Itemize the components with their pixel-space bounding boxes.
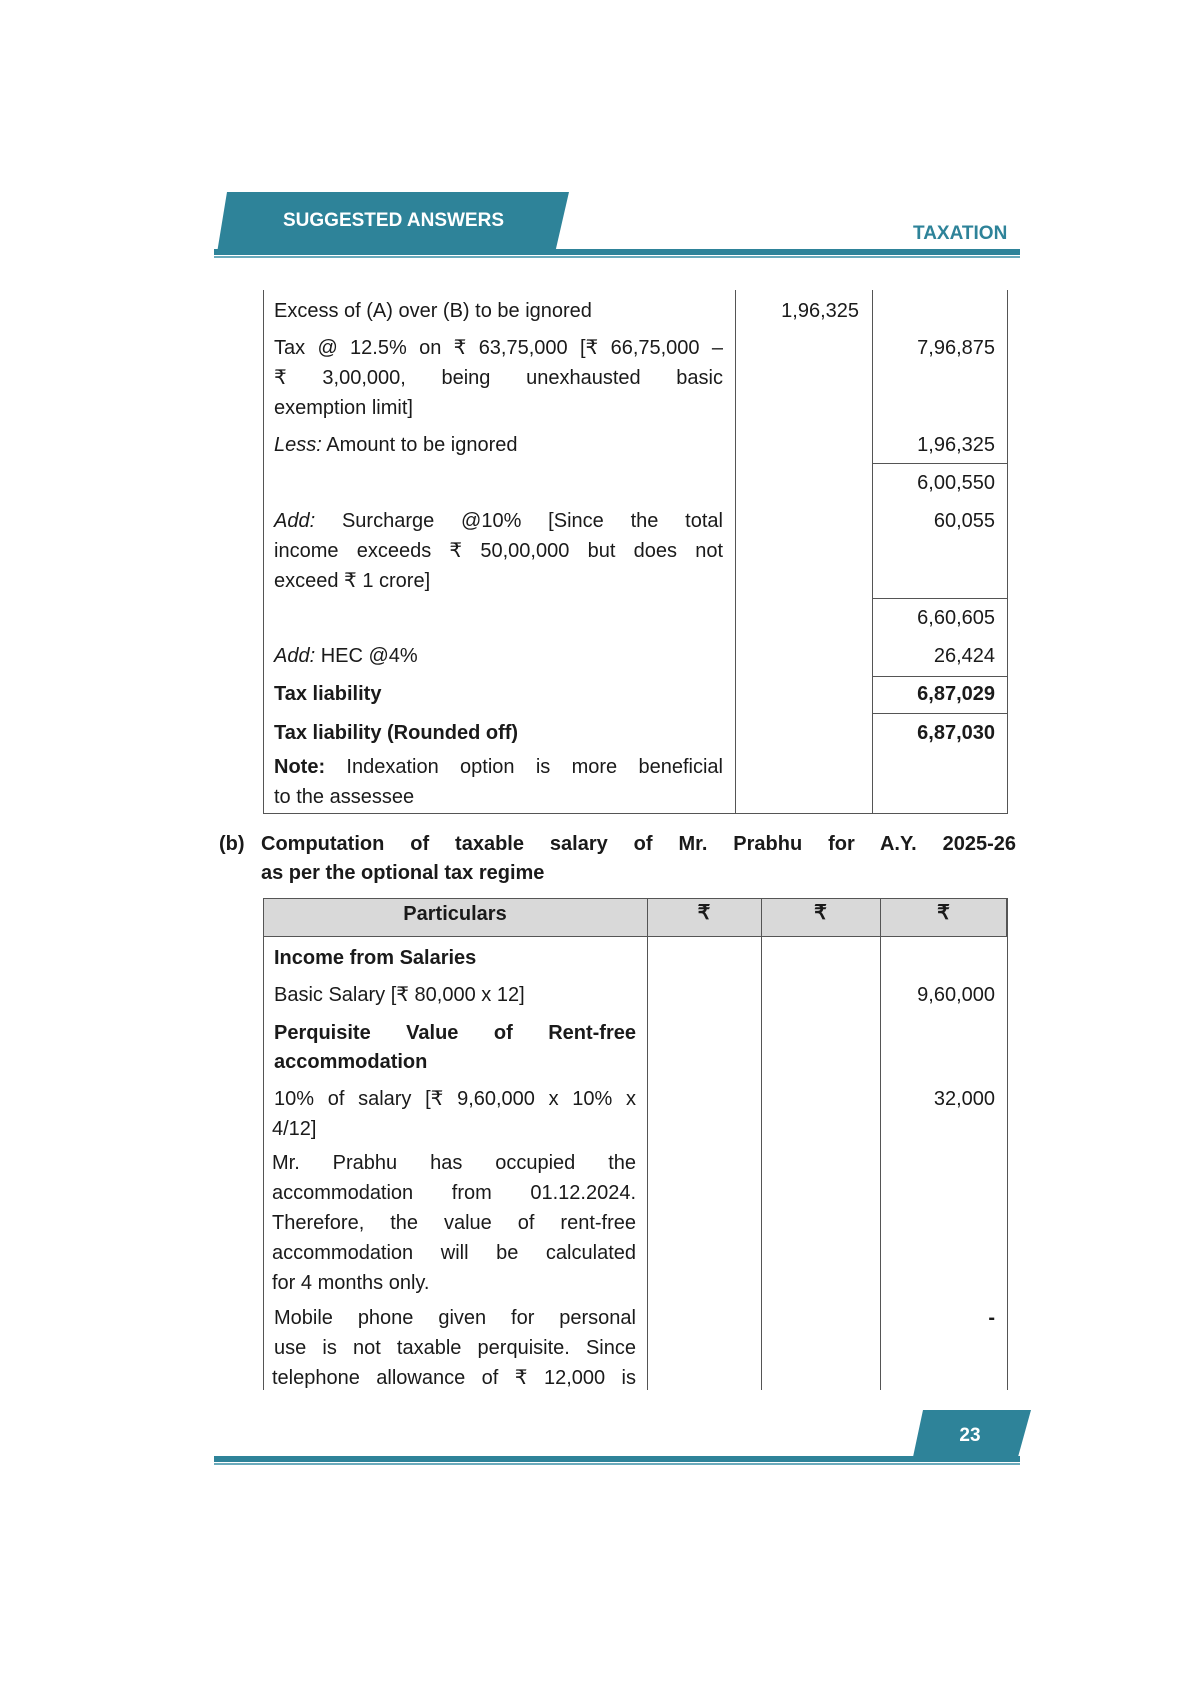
row-excess-amount: 1,96,325: [781, 300, 859, 322]
mobile-note: use is not taxable perquisite. Since: [274, 1337, 636, 1359]
section-label: (b): [219, 833, 245, 855]
section-heading: as per the optional tax regime: [261, 862, 545, 884]
footer-graphic: [214, 1410, 1031, 1465]
row-rounded-amount: 6,87,030: [917, 722, 995, 744]
header-rupee: ₹: [937, 902, 950, 924]
row-less-amount: 1,96,325: [917, 434, 995, 456]
row-less-label: Less: Amount to be ignored: [274, 434, 518, 456]
perquisite-heading: Perquisite Value of Rent-free: [274, 1022, 636, 1044]
basic-salary-amount: 9,60,000: [917, 984, 995, 1006]
perquisite-calc: 10% of salary [₹ 9,60,000 x 10% x: [274, 1088, 636, 1110]
row-excess-label: Excess of (A) over (B) to be ignored: [274, 300, 592, 322]
accommodation-note: Mr. Prabhu has occupied the: [272, 1152, 636, 1174]
row-hec-amount: 26,424: [933, 645, 995, 667]
mobile-note: Mobile phone given for personal: [274, 1307, 636, 1329]
row-tax-line: ₹ 3,00,000, being unexhausted basic: [274, 367, 723, 389]
accommodation-note: Therefore, the value of rent-free: [272, 1212, 636, 1234]
income-heading: Income from Salaries: [274, 947, 477, 969]
row-surcharge-line: Add: Surcharge @10% [Since the total: [274, 510, 723, 532]
subtotal-amount: 6,60,605: [917, 607, 995, 629]
row-rounded-label: Tax liability (Rounded off): [274, 722, 519, 744]
header-banner-title: SUGGESTED ANSWERS: [283, 210, 504, 231]
accommodation-note: accommodation from 01.12.2024.: [272, 1182, 636, 1204]
header-particulars: Particulars: [403, 903, 507, 925]
subtotal-amount: 6,00,550: [917, 472, 995, 494]
row-tax-liability-label: Tax liability: [274, 683, 382, 705]
accommodation-note: for 4 months only.: [272, 1272, 430, 1294]
section-heading: Computation of taxable salary of Mr. Pra…: [261, 833, 1016, 855]
perquisite-calc: 4/12]: [272, 1118, 317, 1140]
row-surcharge-line: income exceeds ₹ 50,00,000 but does not: [274, 540, 723, 562]
row-note-line: Note: Indexation option is more benefici…: [274, 756, 723, 778]
perquisite-amount: 32,000: [933, 1088, 995, 1110]
mobile-amount: -: [988, 1307, 995, 1329]
row-surcharge-line: exceed ₹ 1 crore]: [274, 570, 431, 592]
row-tax-line: exemption limit]: [274, 397, 413, 419]
header-rupee: ₹: [814, 902, 827, 924]
table-header-row: [263, 898, 1007, 937]
mobile-note: telephone allowance of ₹ 12,000 is: [272, 1367, 636, 1389]
perquisite-heading: accommodation: [274, 1051, 428, 1073]
row-hec-label: Add: HEC @4%: [274, 645, 418, 667]
row-note-line: to the assessee: [274, 786, 415, 808]
header-banner-graphic: [214, 192, 1020, 258]
basic-salary-label: Basic Salary [₹ 80,000 x 12]: [274, 984, 525, 1006]
header-subject: TAXATION: [913, 223, 1008, 244]
page-number: 23: [959, 1425, 981, 1446]
header-rupee: ₹: [697, 902, 711, 924]
accommodation-note: accommodation will be calculated: [272, 1242, 636, 1264]
row-tax-liability-amount: 6,87,029: [917, 683, 995, 705]
row-surcharge-amount: 60,055: [933, 510, 995, 532]
row-tax-amount: 7,96,875: [917, 337, 995, 359]
row-tax-line: Tax @ 12.5% on ₹ 63,75,000 [₹ 66,75,000 …: [274, 337, 723, 359]
